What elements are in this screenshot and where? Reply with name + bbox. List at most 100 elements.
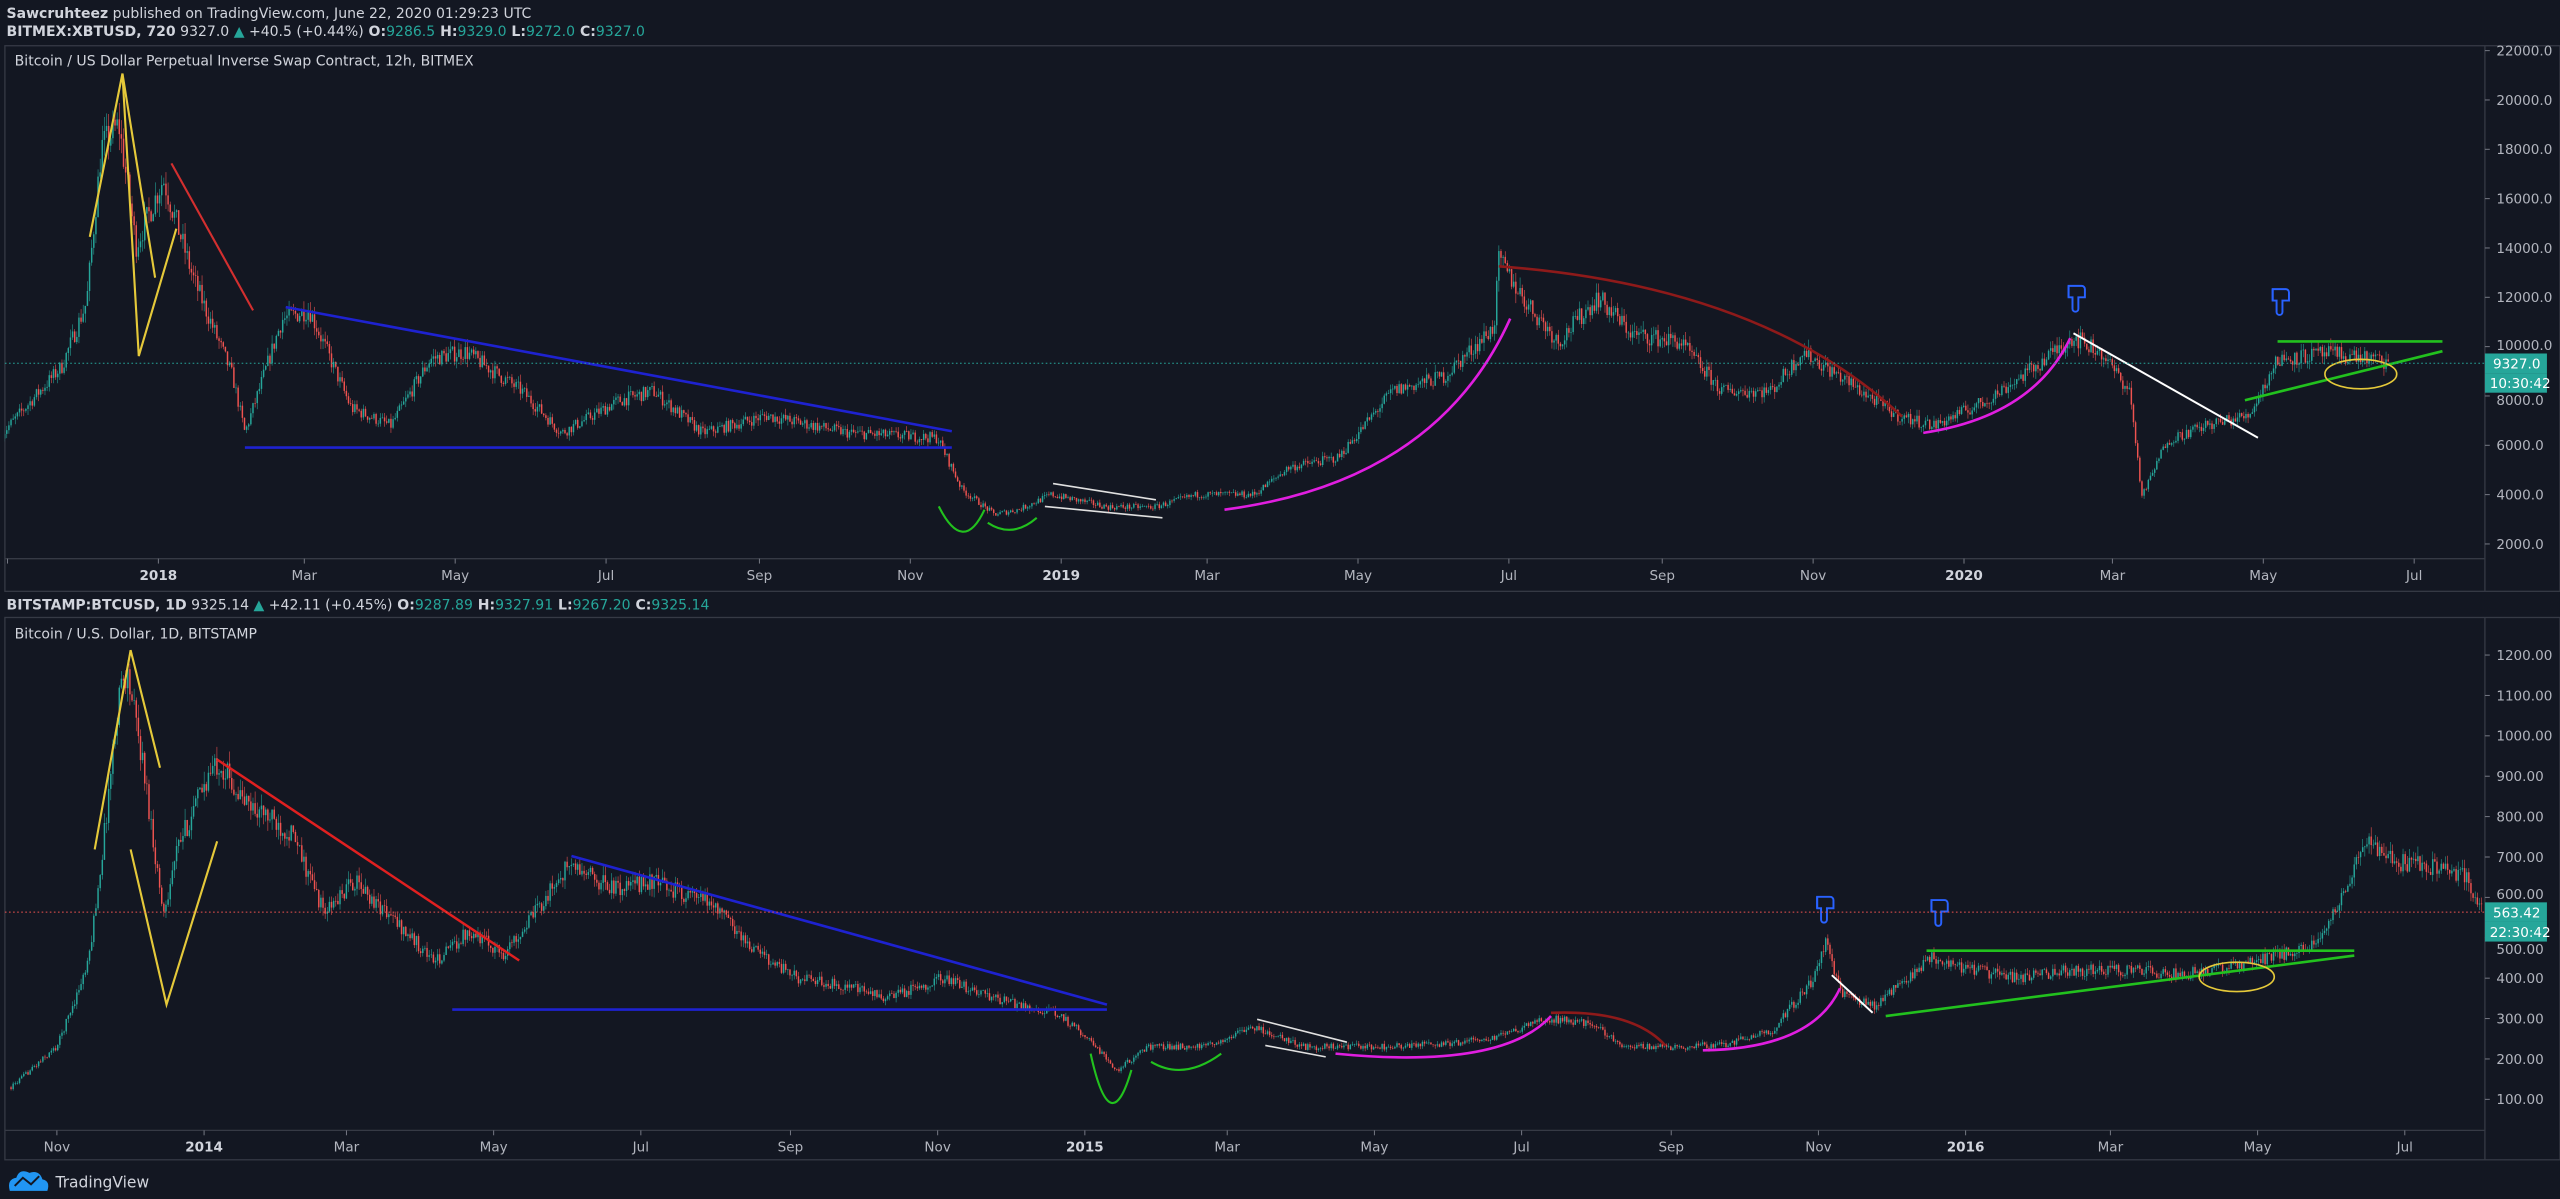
candle [112,119,114,139]
candle [1200,497,1203,499]
candle [226,763,229,779]
candle [1092,500,1095,505]
candle [1389,389,1392,394]
time-tick-label: Jul [1500,568,1517,584]
bottom-countdown-tag [2484,921,2547,942]
candle [216,758,218,775]
candle [2438,870,2440,874]
candle [2304,349,2307,363]
bottom-symbol[interactable]: BITSTAMP:BTCUSD, 1D [7,597,187,613]
candle [2370,354,2372,360]
candle [2226,415,2228,421]
candle [1039,498,1042,503]
candle [714,903,717,908]
candle [339,377,341,382]
candle [1723,385,1725,388]
candle [1566,328,1568,341]
candle [392,419,394,428]
candle [1801,355,1804,358]
candle [1771,1033,1774,1034]
candle [35,1066,38,1067]
candle [1029,1005,1031,1011]
candle [273,809,275,819]
candle [1041,1013,1044,1014]
candle [903,988,906,997]
candle [2364,846,2366,848]
candle [1595,1026,1598,1028]
candle [636,876,638,884]
candle [146,207,148,214]
candle [171,870,174,885]
top-symbol[interactable]: BITMEX:XBTUSD, 720 [7,24,176,40]
candle [1249,1026,1252,1028]
candle [2217,418,2220,420]
candle [262,369,265,377]
candle [207,772,210,791]
candle [1326,457,1328,459]
top-chart-pane[interactable] [4,45,2560,592]
candle [352,882,354,891]
candle [2009,384,2012,388]
candle [519,381,522,394]
white-channel-bottom [1044,505,1163,519]
candle [776,416,778,422]
candle [2213,424,2215,429]
candle [303,856,305,862]
candle [1251,1026,1254,1029]
candle [905,991,908,997]
candle [349,879,352,883]
high-value: 9327.91 [495,597,553,613]
candle [876,431,878,436]
candle [1154,504,1156,509]
candle [1661,1044,1664,1047]
candle [1026,1005,1029,1009]
candle [2240,962,2243,970]
candle [1213,1044,1216,1045]
candle [1992,972,1995,975]
candle [1914,968,1916,979]
candle [2181,971,2184,977]
candle [691,891,694,893]
candle [695,425,698,431]
candle [407,394,409,398]
candle [1455,1040,1458,1042]
candle [2198,426,2201,428]
candle [2478,903,2481,905]
author-name[interactable]: Sawcruhteez [7,6,109,22]
candle [1956,410,1959,419]
candle [865,432,868,440]
candle [2096,351,2099,355]
candle [1141,506,1144,507]
candle [1060,496,1063,500]
candle [980,504,982,508]
candle [1113,1067,1116,1070]
candle [1733,393,1736,396]
candle [978,498,980,505]
candle [2149,475,2152,480]
candle [388,914,390,918]
candle [1468,1039,1470,1042]
candle [708,901,711,906]
time-tick-label: Nov [1805,1140,1831,1156]
candle [173,212,176,218]
candle [228,763,231,778]
bottom-chart-pane[interactable] [4,616,2560,1161]
candle [224,778,227,780]
candle [954,978,957,985]
candle [625,881,628,891]
candle [581,870,583,875]
candle [1873,1001,1876,1010]
candle [2336,346,2338,357]
candle [1171,1045,1173,1050]
candle [398,920,401,927]
candle [1417,1043,1419,1047]
candle [434,960,437,963]
candle [736,424,738,429]
candle [1504,256,1506,264]
candle [2240,413,2243,416]
candle [2056,973,2058,975]
candle [2338,905,2341,911]
candle [171,212,174,218]
tradingview-logo[interactable]: TradingView [8,1171,149,1192]
candle [1863,391,1865,396]
